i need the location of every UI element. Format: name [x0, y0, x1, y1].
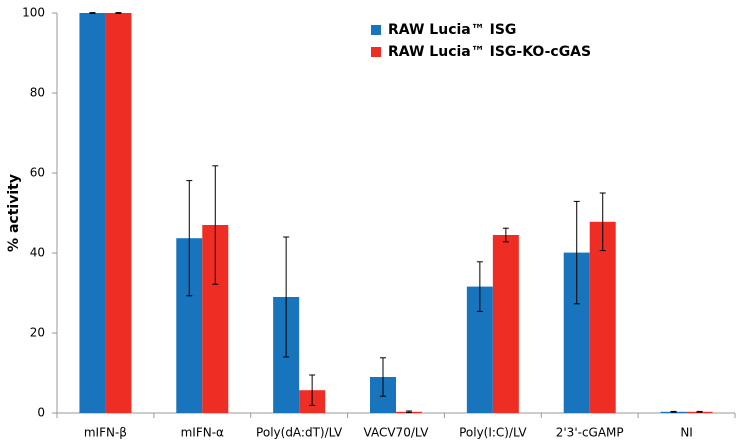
y-tick-label: 40	[30, 246, 45, 260]
y-axis-title: % activity	[6, 174, 22, 252]
x-tick-label: NI	[680, 426, 693, 440]
error-bar	[89, 12, 96, 14]
y-tick-label: 0	[37, 406, 45, 420]
error-bar	[599, 192, 606, 252]
y-tick-label: 20	[30, 326, 45, 340]
legend-swatch	[371, 25, 381, 35]
legend-swatch	[371, 47, 381, 57]
error-bar	[186, 180, 193, 297]
bar	[79, 13, 106, 413]
y-tick-label: 100	[22, 6, 45, 20]
error-bar	[502, 227, 509, 243]
bar	[589, 221, 616, 413]
x-tick-label: mIFN-α	[181, 426, 224, 440]
error-bar	[573, 200, 580, 305]
x-tick-label: Poly(dA:dT)/LV	[256, 426, 343, 440]
error-bar	[696, 410, 703, 413]
x-tick-label: VACV70/LV	[364, 426, 430, 440]
error-bar	[115, 12, 122, 14]
y-tick-label: 80	[30, 86, 45, 100]
legend-text: RAW Lucia™ ISG-KO-cGAS	[388, 44, 591, 60]
error-bar	[283, 236, 290, 358]
bar	[105, 13, 132, 413]
legend-text: RAW Lucia™ ISG	[388, 22, 516, 38]
y-tick-label: 60	[30, 166, 45, 180]
x-tick-label: Poly(I:C)/LV	[459, 426, 527, 440]
bar	[492, 235, 519, 413]
error-bar	[476, 261, 483, 312]
x-tick-label: 2'3'-cGAMP	[556, 426, 624, 440]
error-bar	[309, 374, 316, 406]
error-bar	[406, 410, 412, 414]
x-tick-label: mIFN-β	[84, 426, 127, 440]
error-bar	[670, 410, 677, 413]
error-bar	[212, 165, 219, 285]
error-bar	[380, 357, 386, 397]
